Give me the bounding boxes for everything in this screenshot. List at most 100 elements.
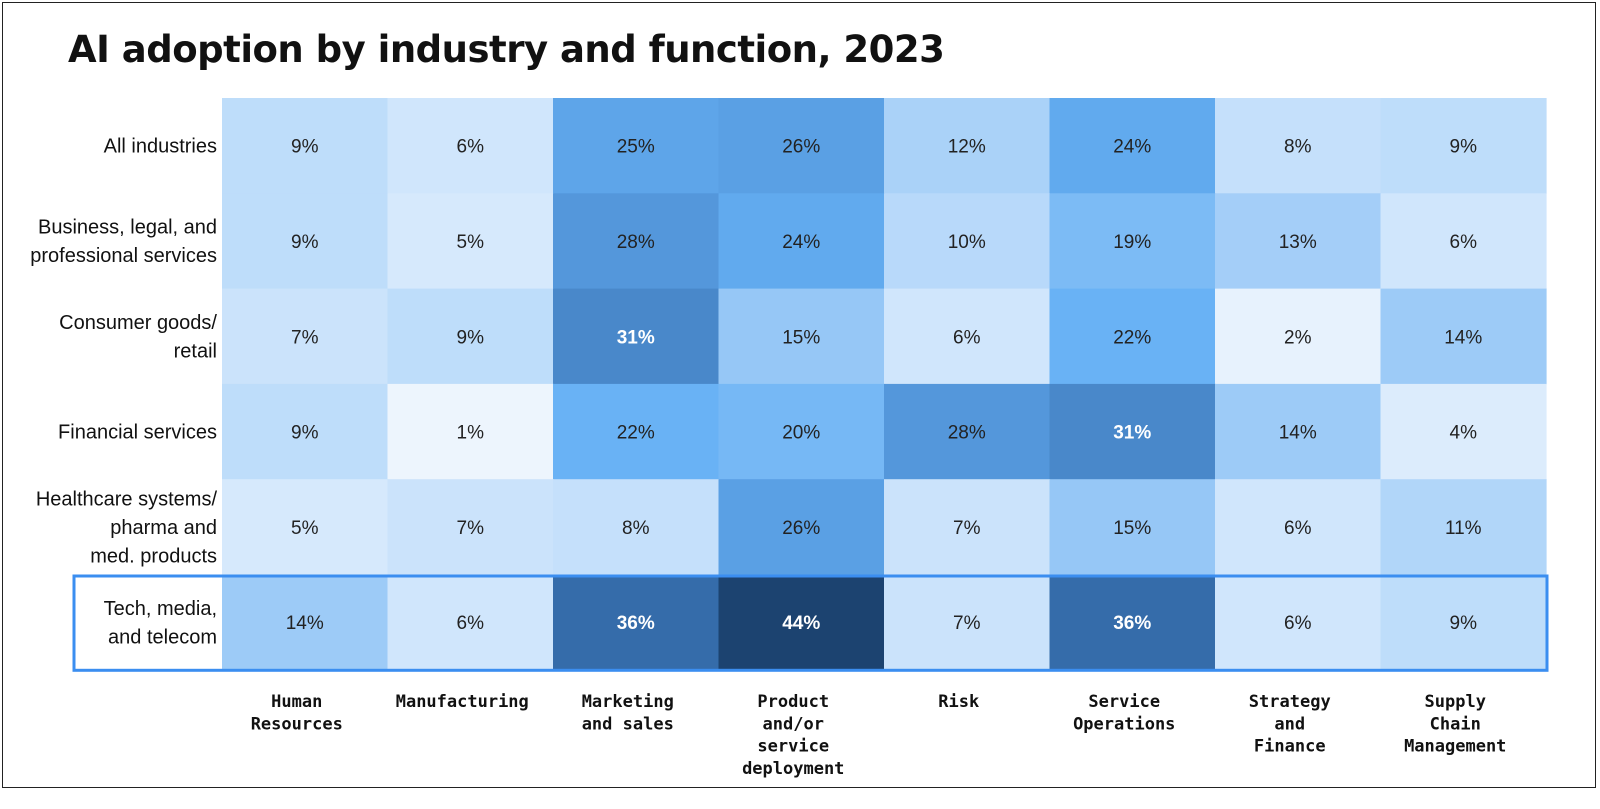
heatmap-cell <box>553 574 720 671</box>
cell-value-label: 6% <box>1284 518 1312 539</box>
heatmap-cell <box>1380 193 1547 290</box>
heatmap-cell <box>222 574 389 671</box>
heatmap-cell <box>553 383 720 480</box>
cell-value-label: 10% <box>948 232 986 253</box>
cell-value-label: 44% <box>782 613 820 634</box>
cell-value-label: 6% <box>457 137 485 158</box>
column-label: Human Resources <box>251 692 343 734</box>
row-label: Healthcare systems/pharma and med. produc… <box>36 488 218 567</box>
cell-value-label: 19% <box>1113 232 1151 253</box>
cell-value-label: 6% <box>1284 613 1312 634</box>
cell-value-label: 28% <box>948 423 986 444</box>
row-label: Consumer goods/retail <box>59 312 217 363</box>
heatmap-cell <box>1049 479 1216 576</box>
cell-value-label: 13% <box>1279 232 1317 253</box>
cell-value-label: 14% <box>1279 423 1317 444</box>
column-label: Strategy and Finance <box>1249 692 1331 757</box>
cell-value-label: 14% <box>1444 327 1482 348</box>
heatmap-cell <box>884 288 1051 385</box>
cell-value-label: 6% <box>953 327 981 348</box>
heatmap-cell <box>1215 479 1382 576</box>
cell-value-label: 28% <box>617 232 655 253</box>
heatmap-cell <box>1215 574 1382 671</box>
cell-value-label: 4% <box>1450 423 1478 444</box>
cell-value-label: 9% <box>291 232 319 253</box>
cell-value-label: 5% <box>291 518 319 539</box>
column-label: Marketing and sales <box>582 692 674 734</box>
heatmap-cell <box>387 574 554 671</box>
heatmap-cell <box>1380 479 1547 576</box>
cell-value-label: 36% <box>1113 613 1151 634</box>
heatmap-cell <box>1049 193 1216 290</box>
heatmap-cell <box>1049 98 1216 194</box>
heatmap-cell <box>1215 98 1382 194</box>
heatmap-cell <box>1215 288 1382 385</box>
cell-value-label: 20% <box>782 423 820 444</box>
cell-value-label: 22% <box>1113 327 1151 348</box>
heatmap-cell <box>1049 383 1216 480</box>
cell-value-label: 9% <box>1450 137 1478 158</box>
column-label: Risk <box>938 692 979 712</box>
heatmap-cell <box>1380 288 1547 385</box>
heatmap-cell <box>718 479 885 576</box>
heatmap-cell <box>884 479 1051 576</box>
heatmap-cell <box>553 288 720 385</box>
heatmap-cell <box>718 98 885 194</box>
cell-value-label: 31% <box>617 327 655 348</box>
cell-value-label: 9% <box>1450 613 1478 634</box>
cell-value-label: 7% <box>291 327 319 348</box>
heatmap-cell <box>387 479 554 576</box>
row-label: Tech, media, and telecom <box>104 598 217 649</box>
heatmap-cell <box>718 383 885 480</box>
heatmap-cell <box>222 383 389 480</box>
cell-value-label: 9% <box>291 423 319 444</box>
cell-value-label: 5% <box>457 232 485 253</box>
heatmap-cell <box>1215 383 1382 480</box>
heatmap-cell <box>387 383 554 480</box>
cell-value-label: 15% <box>782 327 820 348</box>
heatmap-cell <box>1215 193 1382 290</box>
cell-value-label: 15% <box>1113 518 1151 539</box>
row-label: All industries <box>104 136 217 158</box>
heatmap-cell <box>387 98 554 194</box>
cell-value-label: 9% <box>457 327 485 348</box>
cell-value-label: 7% <box>457 518 485 539</box>
cell-value-label: 7% <box>953 613 981 634</box>
heatmap-cell <box>222 479 389 576</box>
chart-title: AI adoption by industry and function, 20… <box>68 28 945 71</box>
heatmap-cell <box>222 288 389 385</box>
heatmap-cell <box>718 288 885 385</box>
cell-value-label: 14% <box>286 613 324 634</box>
column-label: Product and/or service deployment <box>742 692 844 779</box>
cell-value-label: 26% <box>782 518 820 539</box>
heatmap-cell <box>1380 574 1547 671</box>
row-label: Financial services <box>58 422 217 444</box>
heatmap-cell <box>884 98 1051 194</box>
column-label: Supply Chain Management <box>1404 692 1506 757</box>
heatmap-cell <box>1049 288 1216 385</box>
heatmap-cell <box>387 288 554 385</box>
cell-value-label: 6% <box>457 613 485 634</box>
cell-value-label: 24% <box>782 232 820 253</box>
heatmap-cell <box>222 98 389 194</box>
heatmap-cell <box>884 383 1051 480</box>
heatmap-cell <box>884 193 1051 290</box>
cell-value-label: 25% <box>617 137 655 158</box>
heatmap-cell <box>718 574 885 671</box>
cell-value-label: 22% <box>617 423 655 444</box>
cell-value-label: 31% <box>1113 423 1151 444</box>
cell-value-label: 9% <box>291 137 319 158</box>
cell-value-label: 11% <box>1445 518 1482 539</box>
heatmap-cell <box>553 479 720 576</box>
cell-value-label: 24% <box>1113 137 1151 158</box>
row-label: Business, legal, and professional service… <box>30 217 217 268</box>
column-label: Manufacturing <box>396 692 529 712</box>
heatmap-cell <box>387 193 554 290</box>
cell-value-label: 12% <box>948 137 986 158</box>
cell-value-label: 8% <box>622 518 650 539</box>
cell-value-label: 6% <box>1450 232 1478 253</box>
cell-value-label: 7% <box>953 518 981 539</box>
column-label: Service Operations <box>1073 692 1175 734</box>
cell-value-label: 1% <box>457 423 485 444</box>
